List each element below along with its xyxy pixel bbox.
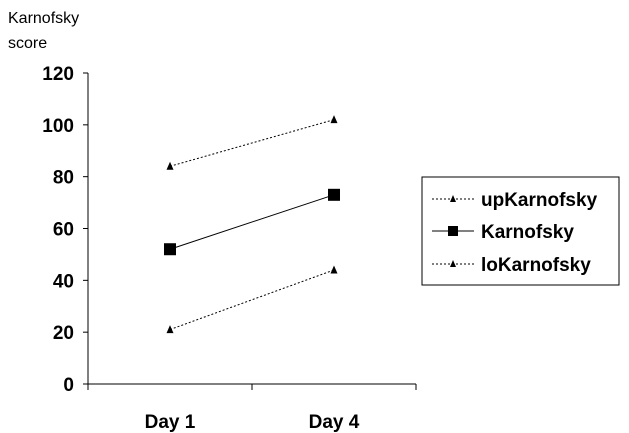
y-axis-label-line-2: score (8, 35, 47, 52)
x-tick-label: Day 4 (309, 412, 360, 433)
axes (83, 72, 417, 390)
y-tick-label: 60 (53, 220, 74, 241)
legend-marker-upkarnofsky (450, 195, 456, 202)
data-point-lokarnofsky (330, 265, 338, 274)
series-line-karnofsky (169, 194, 335, 250)
data-point-upkarnofsky (166, 161, 174, 170)
x-tick-labels: Day 1 Day 4 (145, 412, 360, 433)
data-point-upkarnofsky (330, 115, 338, 124)
legend-marker-lokarnofsky (450, 260, 456, 267)
series-group (164, 115, 340, 334)
y-tick-label: 80 (53, 168, 74, 189)
data-point-karnofsky (164, 243, 176, 256)
y-tick-label: 120 (42, 64, 74, 85)
legend-label-upkarnofsky: upKarnofsky (481, 190, 598, 211)
data-point-lokarnofsky (166, 325, 174, 334)
legend-label-lokarnofsky: loKarnofsky (481, 255, 591, 276)
y-tick-label: 100 (42, 116, 74, 137)
legend-marker-karnofsky (448, 226, 458, 236)
series-line-upkarnofsky (169, 119, 335, 167)
series-line-lokarnofsky (169, 269, 335, 331)
y-tick-label: 40 (53, 271, 74, 292)
y-axis-label-line-1: Karnofsky (8, 10, 79, 27)
data-point-karnofsky (328, 188, 340, 201)
y-tick-label: 20 (53, 323, 74, 344)
y-tick-labels: 0 20 40 60 80 100 120 (42, 64, 74, 396)
legend: upKarnofsky Karnofsky loKarnofsky (432, 190, 598, 276)
legend-label-karnofsky: Karnofsky (481, 222, 574, 243)
x-tick-label: Day 1 (145, 412, 196, 433)
y-tick-label: 0 (63, 375, 74, 396)
